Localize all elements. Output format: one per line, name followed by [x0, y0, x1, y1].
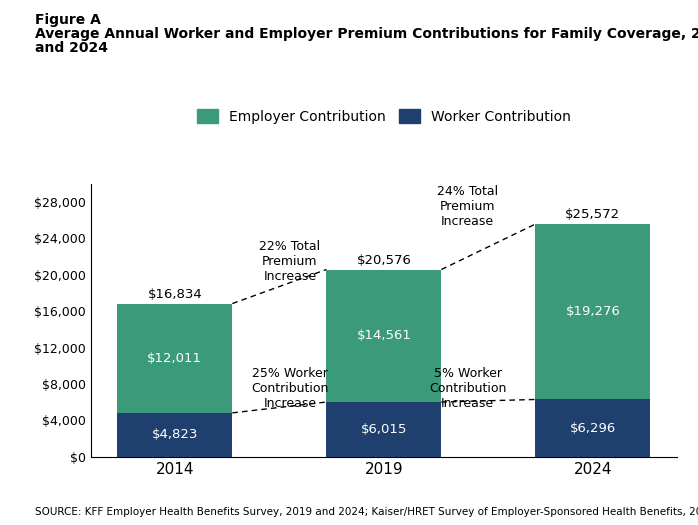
Bar	[117, 413, 232, 457]
Bar	[327, 269, 441, 402]
Bar	[535, 224, 651, 400]
Text: $16,834: $16,834	[147, 288, 202, 301]
Text: 24% Total
Premium
Increase: 24% Total Premium Increase	[437, 185, 498, 228]
Text: and 2024: and 2024	[35, 41, 108, 56]
Text: $14,561: $14,561	[357, 329, 411, 342]
Text: $6,296: $6,296	[570, 422, 616, 435]
Bar	[327, 402, 441, 457]
Text: SOURCE: KFF Employer Health Benefits Survey, 2019 and 2024; Kaiser/HRET Survey o: SOURCE: KFF Employer Health Benefits Sur…	[35, 507, 698, 517]
Text: $6,015: $6,015	[361, 423, 407, 436]
Text: $19,276: $19,276	[565, 305, 621, 318]
Text: 25% Worker
Contribution
Increase: 25% Worker Contribution Increase	[251, 367, 329, 410]
Text: 22% Total
Premium
Increase: 22% Total Premium Increase	[259, 239, 320, 282]
Text: $25,572: $25,572	[565, 208, 621, 222]
Text: 5% Worker
Contribution
Increase: 5% Worker Contribution Increase	[429, 367, 506, 410]
Text: Figure A: Figure A	[35, 13, 101, 27]
Text: Average Annual Worker and Employer Premium Contributions for Family Coverage, 20: Average Annual Worker and Employer Premi…	[35, 27, 698, 41]
Text: $12,011: $12,011	[147, 352, 202, 365]
Legend: Employer Contribution, Worker Contribution: Employer Contribution, Worker Contributi…	[191, 103, 577, 129]
Bar	[117, 303, 232, 413]
Text: $4,823: $4,823	[151, 428, 198, 442]
Text: $20,576: $20,576	[357, 254, 411, 267]
Bar	[535, 400, 651, 457]
